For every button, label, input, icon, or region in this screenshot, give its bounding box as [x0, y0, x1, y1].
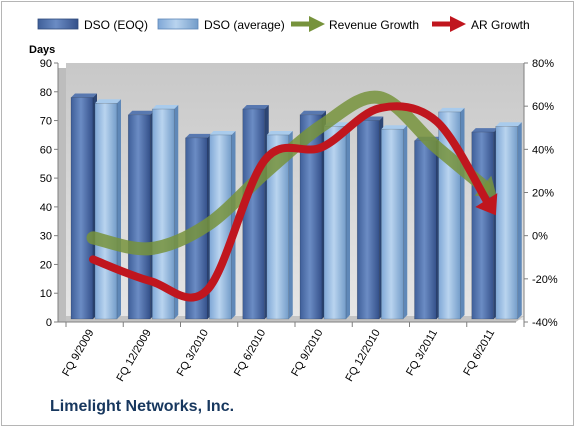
y-tick-label: 0 — [46, 317, 52, 329]
bar-dso-average — [266, 134, 290, 320]
bar-dso-average — [323, 126, 347, 320]
bar-dso-average-side — [117, 99, 121, 320]
y-tick-label: 60 — [40, 144, 52, 156]
y-tick-label: 10 — [40, 288, 52, 300]
bar-dso-average-top — [381, 125, 408, 130]
bar-dso-eoq-top — [185, 133, 212, 138]
bar-dso-average — [151, 108, 175, 320]
y2-tick-label: -40% — [532, 317, 558, 329]
legend-label-revenue-growth: Revenue Growth — [329, 18, 419, 32]
y-tick-label: 30 — [40, 231, 52, 243]
ar-growth-line — [89, 102, 492, 302]
bar-dso-average-top — [495, 122, 522, 127]
y-tick-label: 20 — [40, 259, 52, 271]
legend: DSO (EOQ) DSO (average) Revenue Growth A… — [37, 16, 530, 32]
legend-arrowhead-ar-growth — [450, 16, 466, 32]
plot-side-wall — [58, 68, 66, 322]
legend-item-ar-growth: AR Growth — [432, 16, 530, 32]
bar-dso-eoq-top — [242, 105, 269, 110]
bar-dso-average — [495, 126, 519, 320]
bar-dso-average-top — [95, 99, 121, 104]
y2-tick-label: 0% — [532, 231, 548, 243]
y-axis-title: Days — [29, 44, 55, 56]
bar-dso-average-side — [403, 125, 408, 319]
bar-dso-average — [380, 128, 404, 320]
x-tick-label: FQ 9/2009 — [60, 328, 96, 379]
y2-tick-label: 40% — [532, 144, 554, 156]
legend-item-dso-average: DSO (average) — [157, 18, 285, 32]
x-tick-label: FQ 12/2010 — [343, 328, 382, 384]
bar-dso-average-side — [517, 122, 522, 319]
y-axis-ticks: 0 10 20 30 40 50 60 70 80 90 — [40, 58, 58, 329]
bar-dso-average-top — [266, 130, 293, 135]
bar-dso-eoq — [242, 108, 266, 320]
y2-tick-label: 20% — [532, 188, 554, 200]
legend-label-dso-eoq: DSO (EOQ) — [84, 18, 148, 32]
bar-dso-average-side — [346, 122, 350, 319]
y-tick-label: 80 — [40, 87, 52, 99]
y2-axis-ticks: -40% -20% 0% 20% 40% 60% 80% — [524, 58, 558, 329]
bar-dso-average-top — [438, 107, 465, 112]
bar-dso-average-side — [174, 105, 179, 320]
bar-dso-average-side — [460, 107, 465, 319]
legend-swatch-dso-average — [157, 18, 199, 30]
bar-dso-eoq-top — [71, 93, 97, 98]
x-axis-ticks: FQ 9/2009 FQ 12/2009 FQ 3/2010 FQ 6/2010 FQ … — [60, 322, 525, 384]
bar-dso-average-top — [152, 105, 179, 110]
bar-dso-average — [94, 102, 118, 320]
bar-dso-eoq — [356, 120, 380, 320]
bar-dso-eoq — [127, 114, 151, 320]
y-tick-label: 70 — [40, 116, 52, 128]
company-name: Limelight Networks, Inc. — [50, 398, 235, 415]
bar-dso-average-top — [209, 130, 236, 135]
y2-tick-label: 80% — [532, 58, 554, 70]
legend-swatch-dso-eoq — [37, 18, 79, 30]
legend-label-ar-growth: AR Growth — [471, 18, 530, 32]
bar-dso-average-side — [288, 130, 293, 319]
y-tick-label: 40 — [40, 202, 52, 214]
bar-dso-eoq — [299, 114, 323, 320]
bar-dso-eoq-top — [471, 128, 498, 133]
x-tick-label: FQ 3/2011 — [404, 328, 440, 378]
x-tick-label: FQ 6/2011 — [461, 328, 497, 378]
legend-label-dso-average: DSO (average) — [204, 18, 285, 32]
legend-arrowhead-revenue-growth — [309, 16, 325, 32]
y2-tick-label: -20% — [532, 274, 558, 286]
x-tick-label: FQ 9/2010 — [289, 328, 325, 379]
bar-dso-eoq — [70, 97, 94, 320]
y2-tick-label: 60% — [532, 101, 554, 113]
growth-lines — [86, 90, 498, 302]
bar-dso-eoq — [471, 131, 495, 320]
y-tick-label: 90 — [40, 58, 52, 70]
legend-item-revenue-growth: Revenue Growth — [291, 16, 419, 32]
x-tick-label: FQ 6/2010 — [232, 328, 268, 379]
y-tick-label: 50 — [40, 173, 52, 185]
legend-item-dso-eoq: DSO (EOQ) — [37, 18, 148, 32]
bar-dso-eoq — [414, 140, 437, 320]
bar-dso-eoq-top — [300, 110, 326, 115]
x-tick-label: FQ 3/2010 — [175, 328, 211, 379]
x-tick-label: FQ 12/2009 — [114, 328, 153, 384]
bar-dso-eoq-top — [128, 110, 155, 115]
ar-growth-arrowhead — [475, 193, 498, 216]
